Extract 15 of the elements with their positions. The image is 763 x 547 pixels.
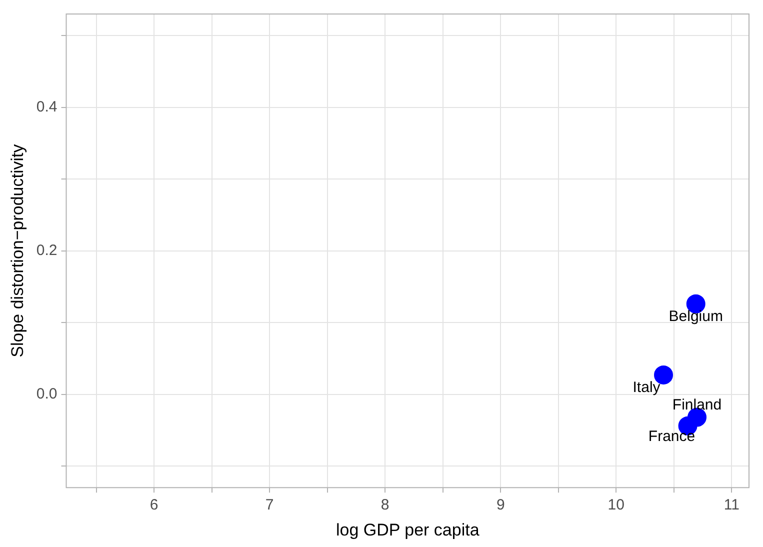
y-tick-label: 0.4 [36,98,58,116]
x-tick-label: 9 [496,496,505,514]
annotation: Belgium [668,308,723,326]
x-tick-label: 8 [380,496,390,514]
y-tick-label: 0.0 [36,385,58,402]
x-tick-label: 10 [608,496,624,514]
y-tick-label: 0.2 [36,242,58,259]
x-tick-label: 11 [724,496,740,514]
annotation: Finland [672,396,722,414]
x-axis-title: log GDP per capita [336,520,480,540]
y-axis-title: Slope distortion−productivity [8,144,27,358]
annotation: France [648,428,696,446]
annotation: Italy [632,379,661,396]
x-tick-label: 7 [265,496,274,514]
x-tick-label: 6 [150,496,158,514]
